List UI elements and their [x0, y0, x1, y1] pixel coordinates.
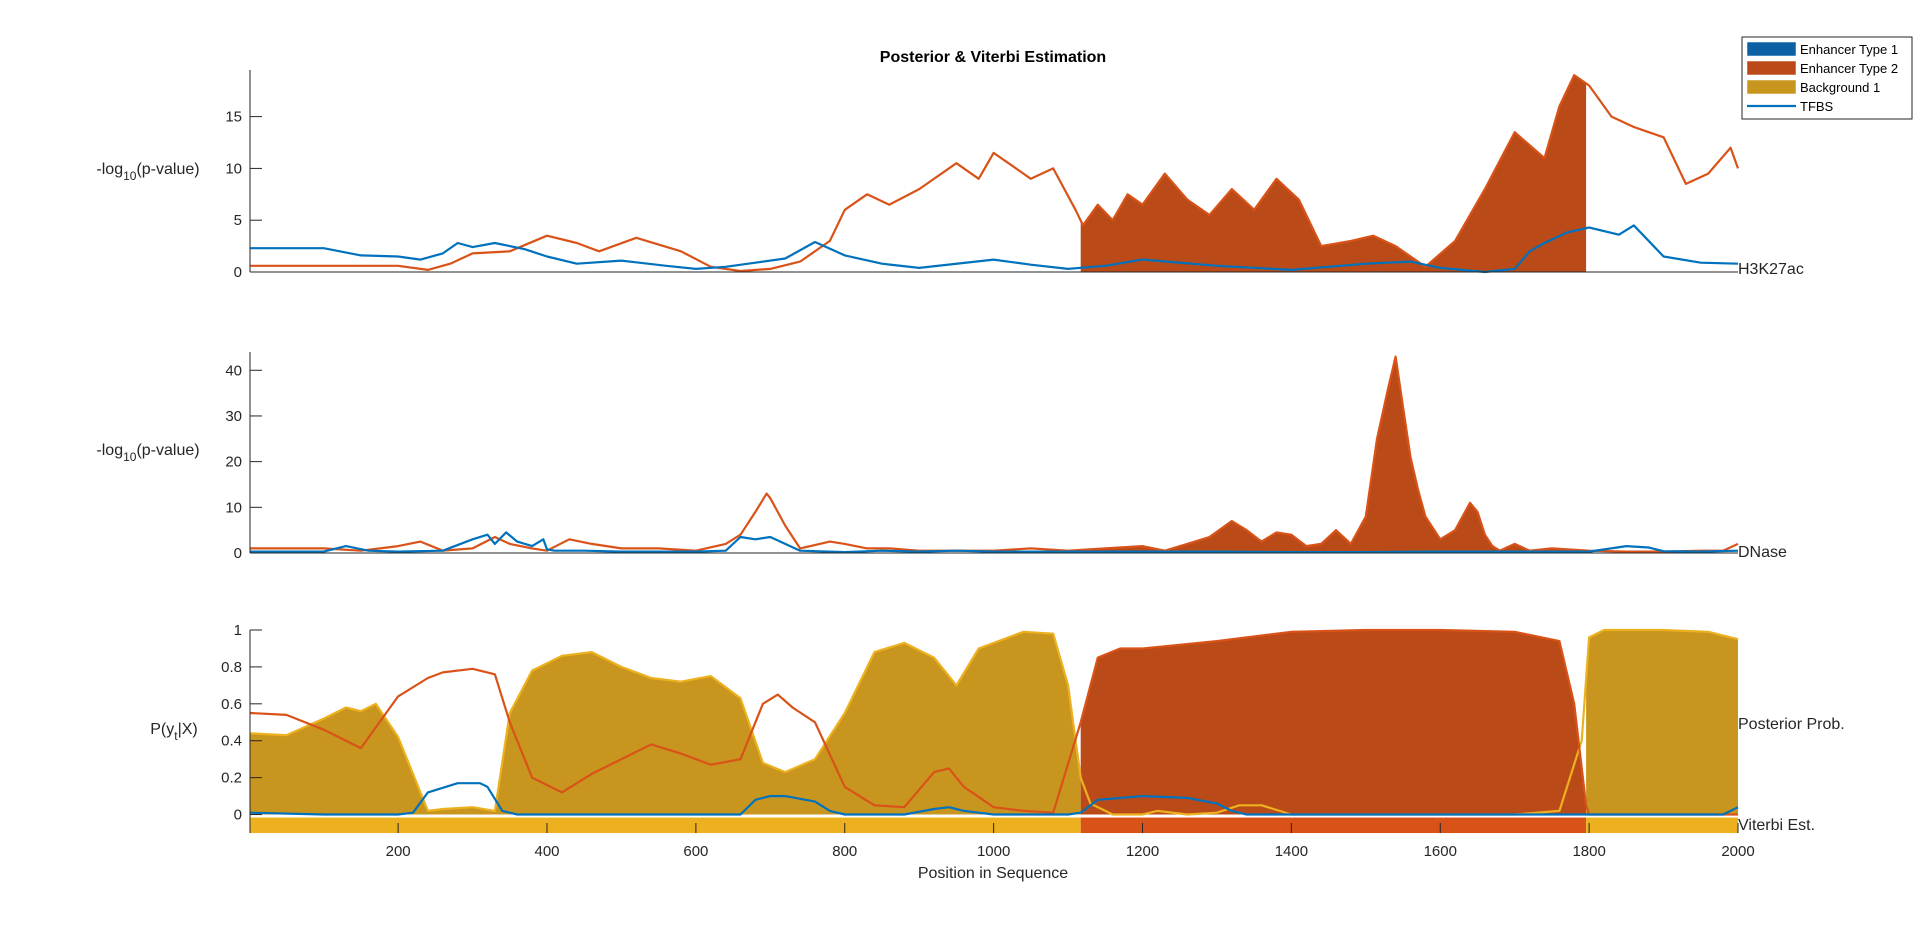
- dnase-marks: [250, 355, 1739, 554]
- posterior-panel: P(yt|X) Posterior Prob. Viterbi Est. 0 0.…: [150, 622, 1844, 860]
- h3k27ac-ytick-label: 0: [234, 264, 242, 281]
- legend: Enhancer Type 1 Enhancer Type 2 Background…: [1741, 36, 1913, 120]
- h3k27ac-ytick-label: 15: [225, 109, 242, 126]
- posterior-ytick-label: 0.4: [221, 733, 242, 750]
- posterior-fill-enhancer-type-2-1: [1080, 630, 1587, 815]
- dnase-series-tfbs: [250, 531, 1739, 554]
- legend-swatch-background-1: [1746, 79, 1797, 95]
- legend-label-background-1: Background 1: [1800, 80, 1880, 95]
- posterior-ytick-label: 0.6: [221, 696, 242, 713]
- dnase-enhancer2-fill-0: [1080, 356, 1587, 553]
- dnase-ytick-label: 40: [225, 362, 242, 379]
- posterior-ytick-label: 1: [234, 622, 242, 639]
- xtick-label: 1800: [1572, 843, 1605, 860]
- xtick-label: 800: [832, 843, 857, 860]
- h3k27ac-ytick-label: 10: [225, 160, 242, 177]
- dnase-ytick-label: 20: [225, 454, 242, 471]
- x-axis-label: Position in Sequence: [918, 865, 1068, 882]
- figure-title: Posterior & Viterbi Estimation: [880, 49, 1106, 66]
- viterbi-segment-background-1-2: [1586, 817, 1738, 834]
- legend-label-enhancer-type-2: Enhancer Type 2: [1800, 61, 1898, 76]
- xtick-label: 400: [534, 843, 559, 860]
- xtick-label: 1000: [977, 843, 1010, 860]
- posterior-fill-background-1-2: [1586, 630, 1738, 815]
- dnase-ylabel: -log10(p-value): [96, 442, 199, 464]
- posterior-ytick-label: 0.8: [221, 659, 242, 676]
- posterior-right-label: Posterior Prob.: [1738, 716, 1845, 733]
- xtick-label: 1200: [1126, 843, 1159, 860]
- h3k27ac-right-label: H3K27ac: [1738, 261, 1804, 278]
- legend-swatch-enhancer-type-1: [1746, 41, 1797, 57]
- xtick-label: 200: [386, 843, 411, 860]
- h3k27ac-panel: -log10(p-value) H3K27ac 0 5 10 15: [96, 70, 1804, 281]
- viterbi-segment-enhancer-type-2-1: [1080, 817, 1587, 834]
- viterbi-segment-background-1-0: [250, 817, 1081, 834]
- dnase-panel: -log10(p-value) DNase 0 10 20 30 40: [96, 352, 1787, 562]
- h3k27ac-ytick-label: 5: [234, 212, 242, 229]
- posterior-series-enhancer-type-2: [249, 628, 1738, 816]
- posterior-ylabel: P(yt|X): [150, 721, 198, 743]
- legend-label-tfbs: TFBS: [1800, 99, 1834, 114]
- posterior-fill-background-1-0: [250, 631, 1081, 815]
- legend-swatch-enhancer-type-2: [1746, 60, 1797, 76]
- posterior-marks: [249, 628, 1739, 834]
- xtick-label: 1400: [1275, 843, 1308, 860]
- posterior-ytick-label: 0.2: [221, 770, 242, 787]
- viterbi-right-label: Viterbi Est.: [1738, 817, 1815, 834]
- h3k27ac-enhancer2-fill-0: [1080, 75, 1587, 272]
- posterior-ytick-label: 0: [234, 807, 242, 824]
- h3k27ac-series-tfbs: [250, 224, 1739, 274]
- xtick-label: 2000: [1721, 843, 1754, 860]
- x-axis-ticks: 200 400 600 800 1000 1200 1400 1600 1800 2000: [386, 823, 1755, 860]
- h3k27ac-marks: [250, 74, 1740, 274]
- h3k27ac-series-enhancer-type-2: [250, 74, 1740, 273]
- dnase-ytick-label: 0: [234, 545, 242, 562]
- dnase-right-label: DNase: [1738, 544, 1787, 561]
- dnase-ytick-label: 10: [225, 499, 242, 516]
- xtick-label: 1600: [1424, 843, 1457, 860]
- h3k27ac-ylabel: -log10(p-value): [96, 161, 199, 183]
- dnase-ytick-label: 30: [225, 408, 242, 425]
- dnase-series-enhancer-type-2: [250, 355, 1739, 553]
- xtick-label: 600: [683, 843, 708, 860]
- posterior-series-enhancer-type-1: [249, 782, 1739, 816]
- legend-label-enhancer-type-1: Enhancer Type 1: [1800, 42, 1898, 57]
